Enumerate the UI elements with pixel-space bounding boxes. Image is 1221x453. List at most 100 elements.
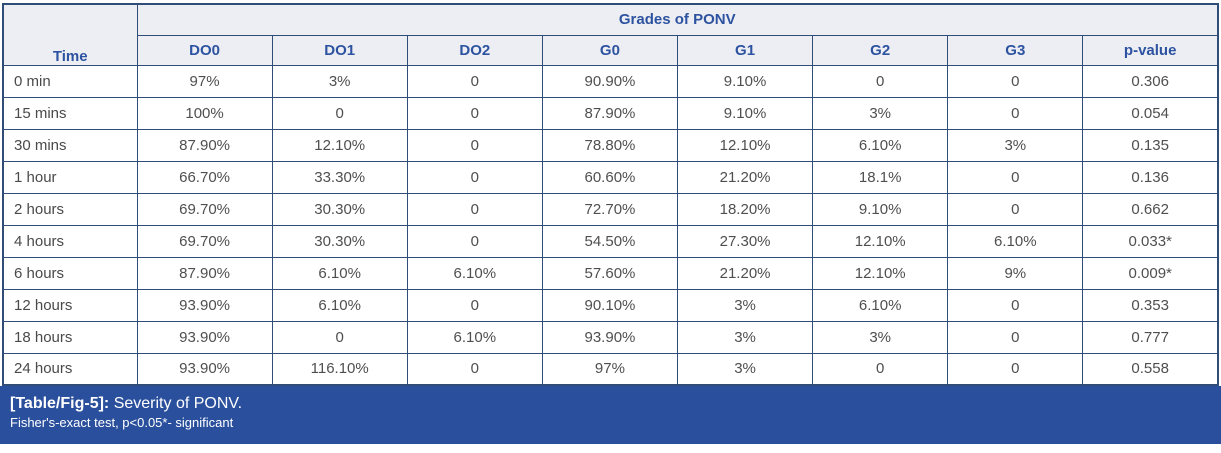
column-header-g2: G2 [812,34,949,66]
table-cell: 0 [406,352,543,386]
table-cell: 18.1% [812,160,949,194]
table-cell: 0 [947,352,1084,386]
caption-label: [Table/Fig-5]: [10,395,110,412]
column-header-do1: DO1 [271,34,408,66]
table-cell: 0 [406,64,543,98]
table-row: 4 hours 69.70% 30.30% 0 54.50% 27.30% 12.10% 6.… [2,224,1219,258]
table-cell: 0.777 [1082,320,1219,354]
table-cell: 0.662 [1082,192,1219,226]
table-cell: 0 [947,192,1084,226]
table-cell: 100% [136,96,273,130]
column-header-g0: G0 [541,34,679,66]
table-cell: 69.70% [136,224,273,258]
table-cell: 0 [406,192,543,226]
table-row: 18 hours 93.90% 0 6.10% 93.90% 3% 3% 0 0.777 [2,320,1219,354]
column-header-do2: DO2 [406,34,543,66]
caption-title: Severity of PONV. [113,395,243,412]
table-cell: 0.135 [1082,128,1219,162]
row-time-label: 24 hours [2,352,138,386]
table-cell: 0 [406,96,543,130]
group-header-grades-of-ponv: Grades of PONV [136,3,1219,36]
table-cell: 0 [406,128,543,162]
table-cell: 12.10% [812,256,949,290]
row-time-label: 30 mins [2,128,138,162]
table-cell: 18.20% [676,192,814,226]
table-cell: 30.30% [271,224,408,258]
table-cell: 69.70% [136,192,273,226]
table-cell: 6.10% [947,224,1084,258]
table-cell: 3% [947,128,1084,162]
table-cell: 0 [406,160,543,194]
table-cell: 57.60% [541,256,679,290]
table-cell: 87.90% [541,96,679,130]
table-cell: 0 [947,160,1084,194]
table-cell: 0 [947,64,1084,98]
caption-note: Fisher's-exact test, p<0.05*- significan… [10,415,234,430]
table-row: 1 hour 66.70% 33.30% 0 60.60% 21.20% 18.1% 0 0.1… [2,160,1219,194]
group-header-row: Time Grades of PONV [2,3,1219,66]
table-cell: 3% [676,352,814,386]
table-cell: 0 [271,320,408,354]
table-cell: 54.50% [541,224,679,258]
row-time-label: 2 hours [2,192,138,226]
table-cell: 12.10% [676,128,814,162]
table-cell: 97% [136,64,273,98]
table-cell: 6.10% [271,256,408,290]
table-row: 6 hours 87.90% 6.10% 6.10% 57.60% 21.20% 12.10… [2,256,1219,290]
table-cell: 12.10% [812,224,949,258]
table-cell: 6.10% [406,256,543,290]
table-cell: 9.10% [676,64,814,98]
table-cell: 90.90% [541,64,679,98]
table-cell: 0 [812,352,949,386]
table-cell: 0 [406,224,543,258]
table-cell: 3% [676,320,814,354]
table-cell: 0 [947,288,1084,322]
table-cell: 0 [406,288,543,322]
table-cell: 12.10% [271,128,408,162]
table-row: 2 hours 69.70% 30.30% 0 72.70% 18.20% 9.10% 0 0.… [2,192,1219,226]
column-header-time: Time [2,3,138,66]
table-cell: 72.70% [541,192,679,226]
table-cell: 0 [812,64,949,98]
row-time-label: 12 hours [2,288,138,322]
table-cell: 0 [947,320,1084,354]
table-cell: 3% [676,288,814,322]
table-cell: 0.353 [1082,288,1219,322]
row-time-label: 18 hours [2,320,138,354]
row-time-label: 6 hours [2,256,138,290]
table-cell: 0.558 [1082,352,1219,386]
column-header-g3: G3 [947,34,1084,66]
table-row: 15 mins 100% 0 0 87.90% 9.10% 3% 0 0.054 [2,96,1219,130]
row-time-label: 15 mins [2,96,138,130]
table-cell: 21.20% [676,160,814,194]
table-cell: 78.80% [541,128,679,162]
table-cell: 97% [541,352,679,386]
column-header-g1: G1 [676,34,814,66]
table-cell: 3% [812,320,949,354]
table-cell: 60.60% [541,160,679,194]
table-cell: 93.90% [136,320,273,354]
column-header-p-value: p-value [1082,34,1219,66]
subheader-row: DO0 DO1 DO2 G0 G1 G2 G3 p-value [3,34,1219,66]
caption-line: [Table/Fig-5]: Severity of PONV. [10,393,1221,414]
table-cell: 9.10% [676,96,814,130]
table-row: 24 hours 93.90% 116.10% 0 97% 3% 0 0 0.558 [2,352,1219,386]
table-cell: 6.10% [812,288,949,322]
table-cell: 27.30% [676,224,814,258]
table-cell: 93.90% [136,288,273,322]
column-header-do0: DO0 [136,34,273,66]
table-cell: 30.30% [271,192,408,226]
table-cell: 9.10% [812,192,949,226]
table-cell: 3% [271,64,408,98]
table-cell: 6.10% [812,128,949,162]
table-cell: 87.90% [136,128,273,162]
table-cell: 33.30% [271,160,408,194]
table-cell: 0.306 [1082,64,1219,98]
table-caption-band: [Table/Fig-5]: Severity of PONV. Fisher'… [0,386,1221,444]
table-cell: 0.033* [1082,224,1219,258]
table-cell: 116.10% [271,352,408,386]
table-row: 0 min 97% 3% 0 90.90% 9.10% 0 0 0.306 [2,64,1219,98]
table-cell: 0.136 [1082,160,1219,194]
row-time-label: 1 hour [2,160,138,194]
table-cell: 6.10% [406,320,543,354]
